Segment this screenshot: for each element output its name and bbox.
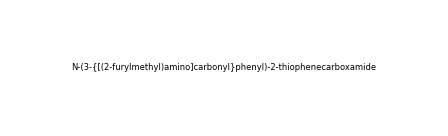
Text: N-(3-{[(2-furylmethyl)amino]carbonyl}phenyl)-2-thiophenecarboxamide: N-(3-{[(2-furylmethyl)amino]carbonyl}phe… — [71, 64, 377, 72]
